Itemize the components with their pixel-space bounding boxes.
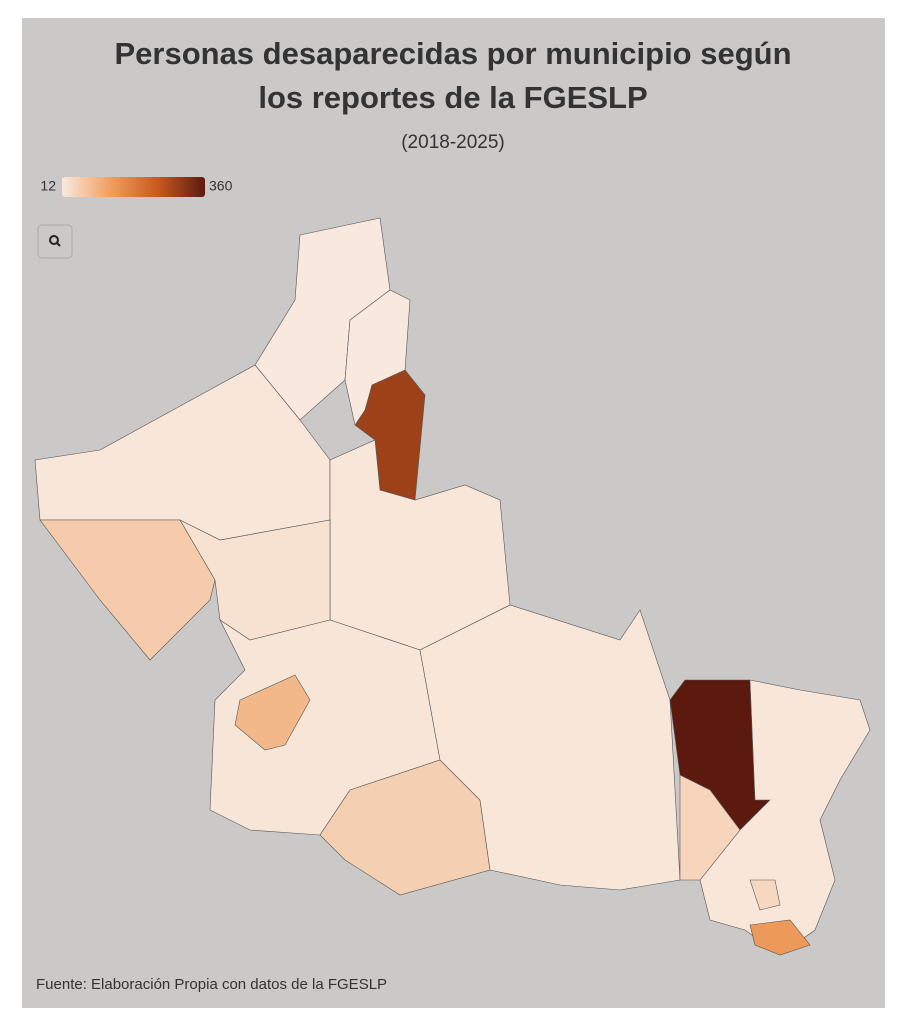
municipality[interactable] [749, 919, 811, 956]
municipality[interactable] [419, 604, 681, 891]
source: Fuente: Elaboración Propia con datos de … [36, 976, 387, 993]
chart-title: Personas desaparecidas por municipio seg… [114, 36, 791, 71]
municipality[interactable] [234, 674, 311, 751]
municipality[interactable] [679, 774, 741, 881]
municipality[interactable] [344, 289, 411, 426]
municipality[interactable] [749, 879, 781, 911]
chart-subtitle: (2018-2025) [401, 132, 505, 153]
legend-max: 360 [209, 178, 233, 194]
map [34, 217, 871, 956]
chart-title: los reportes de la FGESLP [258, 80, 647, 115]
zoom-button[interactable] [37, 224, 73, 259]
legend-gradient [62, 177, 205, 197]
legend-min: 12 [40, 178, 56, 194]
